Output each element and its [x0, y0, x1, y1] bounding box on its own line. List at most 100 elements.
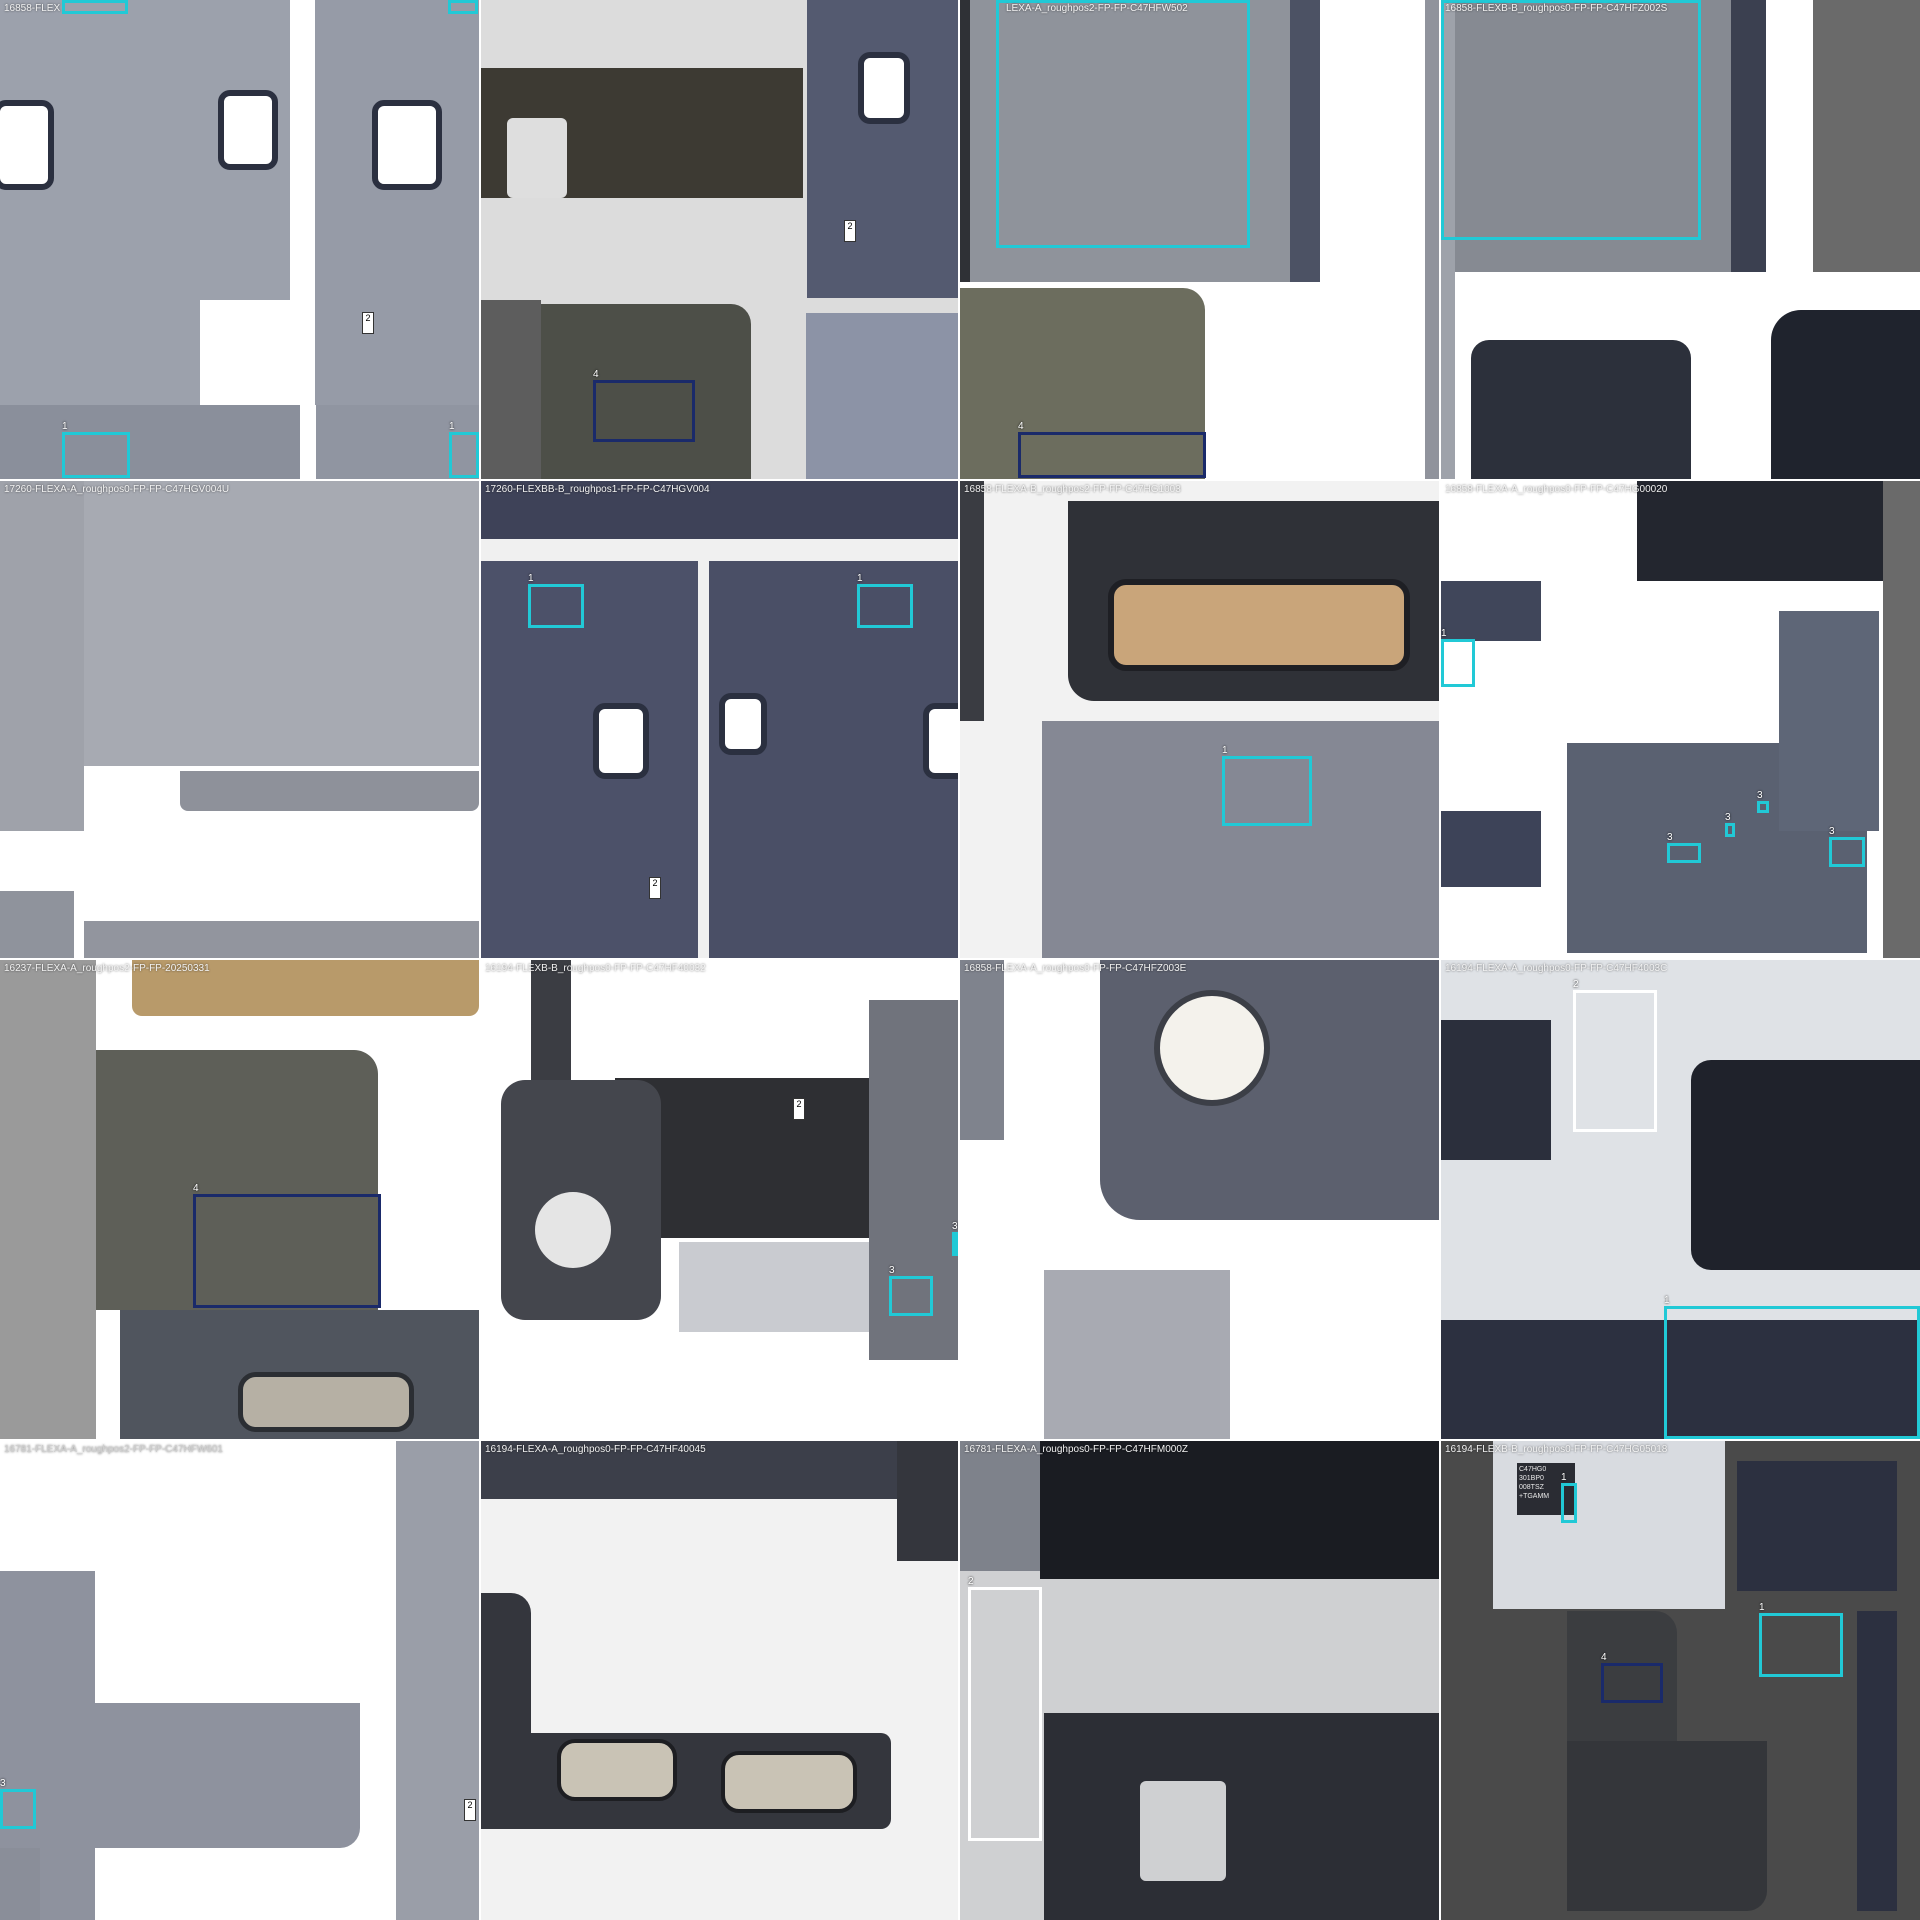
- defect-box: 1: [448, 0, 478, 14]
- tile-r3c1: 16194-FLEXA-A_roughpos0-FP-FP-C47HF40045: [481, 1441, 958, 1920]
- defect-box-label: 4: [1601, 1652, 1607, 1663]
- pcb-strip: [0, 405, 300, 479]
- pcb-column: [396, 1441, 479, 1920]
- defect-box-label: 1: [1222, 745, 1228, 756]
- flex-body: [1567, 1741, 1767, 1911]
- raised-lip: [180, 771, 479, 811]
- gray-block: [1883, 481, 1920, 958]
- flex-cable-dark: [1044, 1713, 1439, 1920]
- defect-box: 1: [1759, 1603, 1843, 1677]
- pcb-strip: [0, 481, 84, 831]
- pcb-strip: [1441, 581, 1541, 641]
- tile-r3c2: 16781-FLEXA-A_roughpos0-FP-FP-C47HFM000Z…: [960, 1441, 1439, 1920]
- flex-body: [0, 1703, 360, 1848]
- tile-caption: 17260-FLEXA-A_roughpos0-FP-FP-C47HGV004U: [4, 484, 230, 495]
- tile-r2c3: 16194-FLEXA-A_roughpos0-FP-FP-C47HF4003C…: [1441, 960, 1920, 1439]
- defect-box: 1: [1561, 1473, 1577, 1523]
- defect-box-label: 1: [528, 573, 534, 584]
- defect-box: 4: [593, 370, 695, 442]
- board-connector: [1108, 579, 1410, 671]
- tile-caption: 16781-FLEXA-A_roughpos0-FP-FP-C47HFM000Z: [964, 1444, 1188, 1455]
- pcb-strip: [84, 921, 479, 958]
- defect-box-label: 2: [1573, 979, 1579, 990]
- defect-box: 3: [889, 1266, 933, 1316]
- pcb-panel: [1042, 721, 1439, 958]
- defect-box: 4: [193, 1184, 381, 1308]
- tile-caption: 16194-FLEXB-B_roughpos0-FP-FP-C47HF40032: [485, 963, 706, 974]
- cutout: [593, 703, 649, 779]
- component-area: [1441, 1020, 1551, 1160]
- defect-box: 1: [1441, 629, 1475, 687]
- flex-body: [1100, 960, 1439, 1220]
- dark-edge: [960, 481, 984, 721]
- tile-r2c1: 16194-FLEXB-B_roughpos0-FP-FP-C47HF40032…: [481, 960, 958, 1439]
- defect-box-label: 1: [857, 573, 863, 584]
- tile-r1c0: 17260-FLEXA-A_roughpos0-FP-FP-C47HGV004U: [0, 481, 479, 958]
- marker-tag: 2: [649, 877, 661, 899]
- header-strip: [481, 481, 958, 539]
- board-connector: [238, 1372, 414, 1432]
- tile-caption: 16858-FLEXA-A_roughpos0-FP-FP-C47HFZ003E: [964, 963, 1187, 974]
- round-button: [535, 1192, 611, 1268]
- tile-caption: 17260-FLEXBB-B_roughpos1-FP-FP-C47HGV004: [485, 484, 710, 495]
- grid-gutter: [958, 0, 960, 1920]
- cutout: [372, 100, 442, 190]
- tile-r3c0: 16781-FLEXA-A_roughpos2-FP-FP-C47HFW601 …: [0, 1441, 479, 1920]
- tile-r2c2: 16858-FLEXA-A_roughpos0-FP-FP-C47HFZ003E: [960, 960, 1439, 1439]
- header-strip: [481, 1441, 958, 1499]
- component-area: [1471, 340, 1691, 479]
- tile-caption: 16858-FLEX: [4, 3, 61, 14]
- cutout: [719, 693, 767, 755]
- marker-tag: 2: [793, 1098, 805, 1120]
- pcb-strip: [1441, 811, 1541, 887]
- chip-marking: C47HG0 301BP0 008TSZ +TGAMM: [1517, 1463, 1575, 1515]
- tile-caption: 16194-FLEXA-A_roughpos0-FP-FP-C47HF4003C: [1445, 963, 1668, 974]
- tile-caption: 16781-FLEXA-A_roughpos2-FP-FP-C47HFW601: [4, 1444, 223, 1455]
- defect-box: 3: [952, 1222, 958, 1256]
- defect-box-label: 3: [1667, 832, 1673, 843]
- defect-box-label: 3: [889, 1265, 895, 1276]
- pcb-panel: [315, 0, 479, 405]
- grid-gutter: [0, 958, 1920, 960]
- gray-bar: [0, 960, 96, 1439]
- cutout: [923, 703, 958, 779]
- tile-caption: 16237-FLEXA-A_roughpos2-FP-FP-20250331: [4, 963, 210, 974]
- dark-edge: [960, 960, 1004, 1140]
- defect-box: 1: [857, 574, 913, 628]
- tile-r0c0: 16858-FLEX 1 1 1 1 2: [0, 0, 479, 479]
- marker-tag: 2: [362, 312, 374, 334]
- pcb-strip: [1044, 1270, 1230, 1439]
- cutout: [858, 52, 910, 124]
- tile-r1c1: 17260-FLEXBB-B_roughpos1-FP-FP-C47HGV004…: [481, 481, 958, 958]
- defect-box: 3: [1725, 813, 1735, 837]
- blue-pcb: [709, 561, 958, 958]
- metal-shield: [679, 1242, 869, 1332]
- defect-box: 3: [0, 1779, 36, 1829]
- tile-r1c3: 16858-FLEXA-A_roughpos0-FP-FP-C47HG00020…: [1441, 481, 1920, 958]
- marker-tag: 2: [464, 1799, 476, 1821]
- defect-box-label: 1: [449, 421, 455, 432]
- defect-box-label: 4: [1018, 421, 1024, 432]
- defect-box-label: 3: [952, 1221, 958, 1232]
- defect-box: 3: [1829, 827, 1865, 867]
- tile-r3c3: C47HG0 301BP0 008TSZ +TGAMM 16194-FLEXB-…: [1441, 1441, 1920, 1920]
- tile-r2c0: 16237-FLEXA-A_roughpos2-FP-FP-20250331 4: [0, 960, 479, 1439]
- component-area: [897, 1441, 958, 1561]
- defect-box: 2: [968, 1577, 1042, 1841]
- pcb-column: [1779, 611, 1879, 831]
- tile-caption: 16858-FLEXA-A_roughpos0-FP-FP-C47HG00020: [1445, 484, 1668, 495]
- tile-r0c2: LEXA-A_roughpos2-FP-FP-C47HFW502 1 4: [960, 0, 1439, 479]
- defect-box: 3: [1667, 833, 1701, 863]
- gray-bar: [481, 300, 541, 479]
- gray-block: [1813, 0, 1920, 272]
- tile-r1c2: 16858-FLEXA-B_roughpos2-FP-FP-C47HG1003 …: [960, 481, 1439, 958]
- defect-box-label: 2: [968, 1576, 974, 1587]
- defect-box-label: 1: [1759, 1602, 1765, 1613]
- white-window: [1140, 1781, 1226, 1881]
- round-button: [1154, 990, 1270, 1106]
- component-area: [1637, 481, 1920, 581]
- rail: [1731, 0, 1766, 272]
- board-connector: [557, 1739, 677, 1801]
- defect-box: 4: [1601, 1653, 1663, 1703]
- tile-caption: 16194-FLEXB-B_roughpos0-FP-FP-C47HG05018: [1445, 1444, 1668, 1455]
